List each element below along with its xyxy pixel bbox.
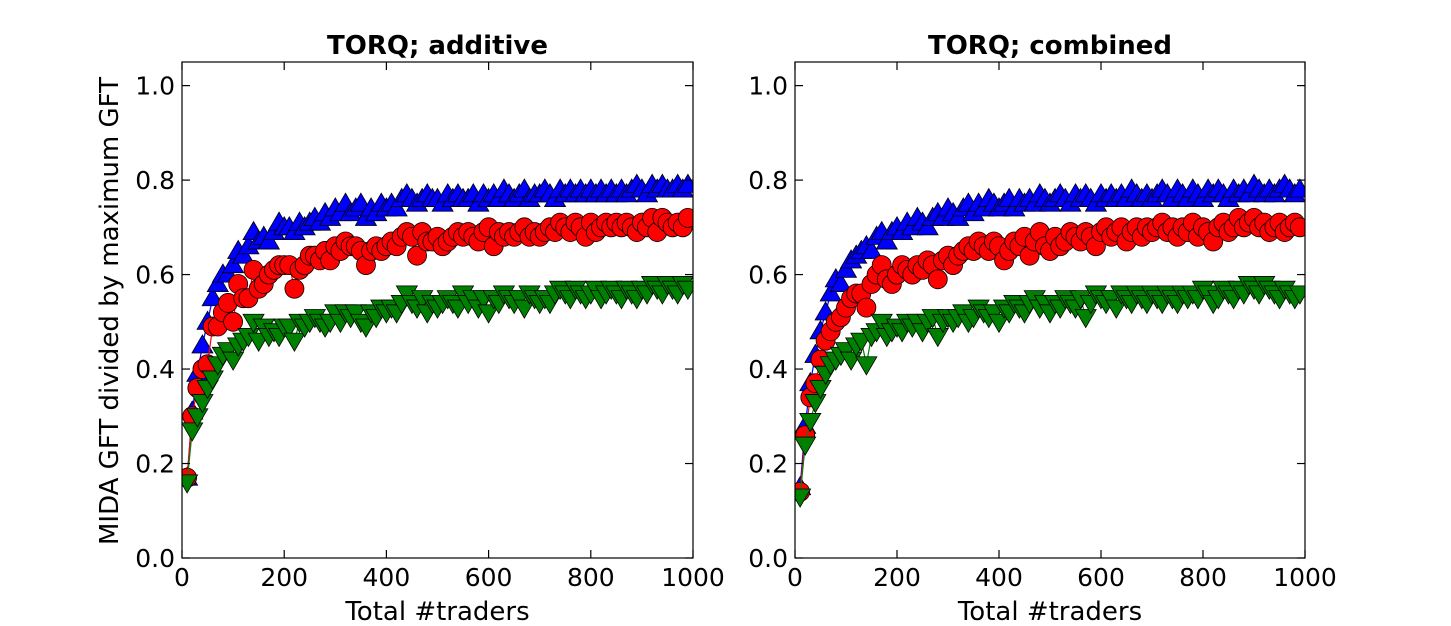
- series-triangle-down: [795, 276, 1305, 508]
- x-axis-label: Total #traders: [957, 597, 1142, 621]
- x-tick-label: 1000: [1273, 563, 1337, 592]
- x-tick-label: 200: [260, 563, 308, 592]
- plot-data: [182, 173, 693, 494]
- series-circle: [795, 207, 1305, 502]
- data-point: [1105, 299, 1128, 319]
- data-point: [987, 313, 1011, 334]
- data-point: [916, 216, 939, 236]
- data-point: [385, 197, 408, 217]
- x-axis-label: Total #traders: [344, 597, 529, 621]
- data-point: [191, 394, 214, 414]
- series-line: [186, 216, 689, 478]
- data-point: [477, 304, 500, 324]
- axes-frame: [181, 61, 694, 559]
- data-point: [1074, 309, 1097, 329]
- data-point: [855, 356, 878, 376]
- data-point: [407, 245, 427, 266]
- data-point: [344, 304, 367, 324]
- data-point: [927, 269, 948, 290]
- data-point: [1290, 217, 1305, 238]
- x-tick-label: 800: [1179, 563, 1227, 592]
- x-tick-label: 800: [567, 563, 615, 592]
- data-point: [676, 280, 693, 301]
- y-tick-label: 0.2: [748, 450, 788, 479]
- data-point: [804, 394, 827, 414]
- data-point: [191, 334, 214, 354]
- y-tick-label: 0.6: [135, 261, 175, 290]
- plot-data: [795, 173, 1305, 508]
- chart-panel-combined: TORQ; combined 0 200 400 600 800 1000 0.0 0.2 0.4…: [748, 31, 1337, 626]
- data-point: [206, 272, 229, 292]
- data-point: [283, 332, 306, 353]
- data-point: [221, 253, 245, 274]
- data-point: [186, 408, 209, 428]
- data-point: [926, 328, 949, 348]
- data-point: [257, 230, 281, 250]
- data-point: [875, 230, 898, 250]
- data-point: [221, 351, 245, 371]
- data-point: [809, 379, 832, 400]
- chart-title: TORQ; additive: [327, 31, 548, 61]
- x-tick-label: 400: [363, 563, 411, 592]
- data-point: [513, 299, 536, 319]
- data-point: [1288, 178, 1305, 198]
- y-tick-label: 0.6: [748, 261, 788, 290]
- y-tick-label: 0.4: [135, 355, 175, 384]
- series-circle: [182, 207, 693, 488]
- series-triangle-down: [182, 276, 693, 494]
- figure-ylabel: MIDA GFT divided by maximum GFT: [95, 77, 125, 545]
- y-tick-label: 0.8: [748, 166, 788, 195]
- data-point: [354, 318, 378, 338]
- data-point: [677, 207, 693, 228]
- data-point: [201, 370, 224, 390]
- axes-frame: [794, 61, 1306, 559]
- y-tick-label: 0.0: [748, 544, 788, 573]
- y-tick-label: 0.4: [748, 355, 788, 384]
- data-point: [223, 311, 244, 332]
- y-tick-label: 1.0: [135, 72, 175, 101]
- y-tick-label: 0.8: [135, 166, 175, 195]
- data-point: [860, 239, 883, 259]
- chart-panel-additive: TORQ; additive 0 200 400 600 800 1000 0.0 0.2 0.4…: [135, 31, 725, 626]
- y-tick-label: 1.0: [748, 72, 788, 101]
- x-tick-label: 1000: [661, 563, 725, 592]
- data-point: [232, 244, 255, 264]
- data-point: [856, 297, 877, 318]
- data-point: [795, 488, 812, 508]
- y-tick-label: 0.0: [135, 544, 175, 573]
- x-tick-label: 600: [1077, 563, 1125, 592]
- x-tick-label: 200: [873, 563, 921, 592]
- x-tick-label: 600: [465, 563, 513, 592]
- data-point: [182, 474, 199, 494]
- chart-title: TORQ; combined: [928, 31, 1172, 61]
- x-tick-label: 0: [174, 563, 190, 592]
- data-point: [834, 258, 858, 278]
- data-point: [182, 422, 204, 442]
- x-tick-label: 0: [787, 563, 803, 592]
- data-point: [1288, 285, 1305, 305]
- series-triangle-up: [182, 173, 693, 486]
- data-point: [799, 413, 822, 433]
- x-tick-label: 400: [975, 563, 1023, 592]
- data-point: [676, 173, 693, 193]
- y-tick-label: 0.2: [135, 450, 175, 479]
- data-point: [829, 272, 853, 292]
- data-point: [819, 282, 842, 302]
- data-point: [795, 436, 817, 456]
- data-point: [201, 286, 224, 307]
- data-point: [284, 278, 305, 299]
